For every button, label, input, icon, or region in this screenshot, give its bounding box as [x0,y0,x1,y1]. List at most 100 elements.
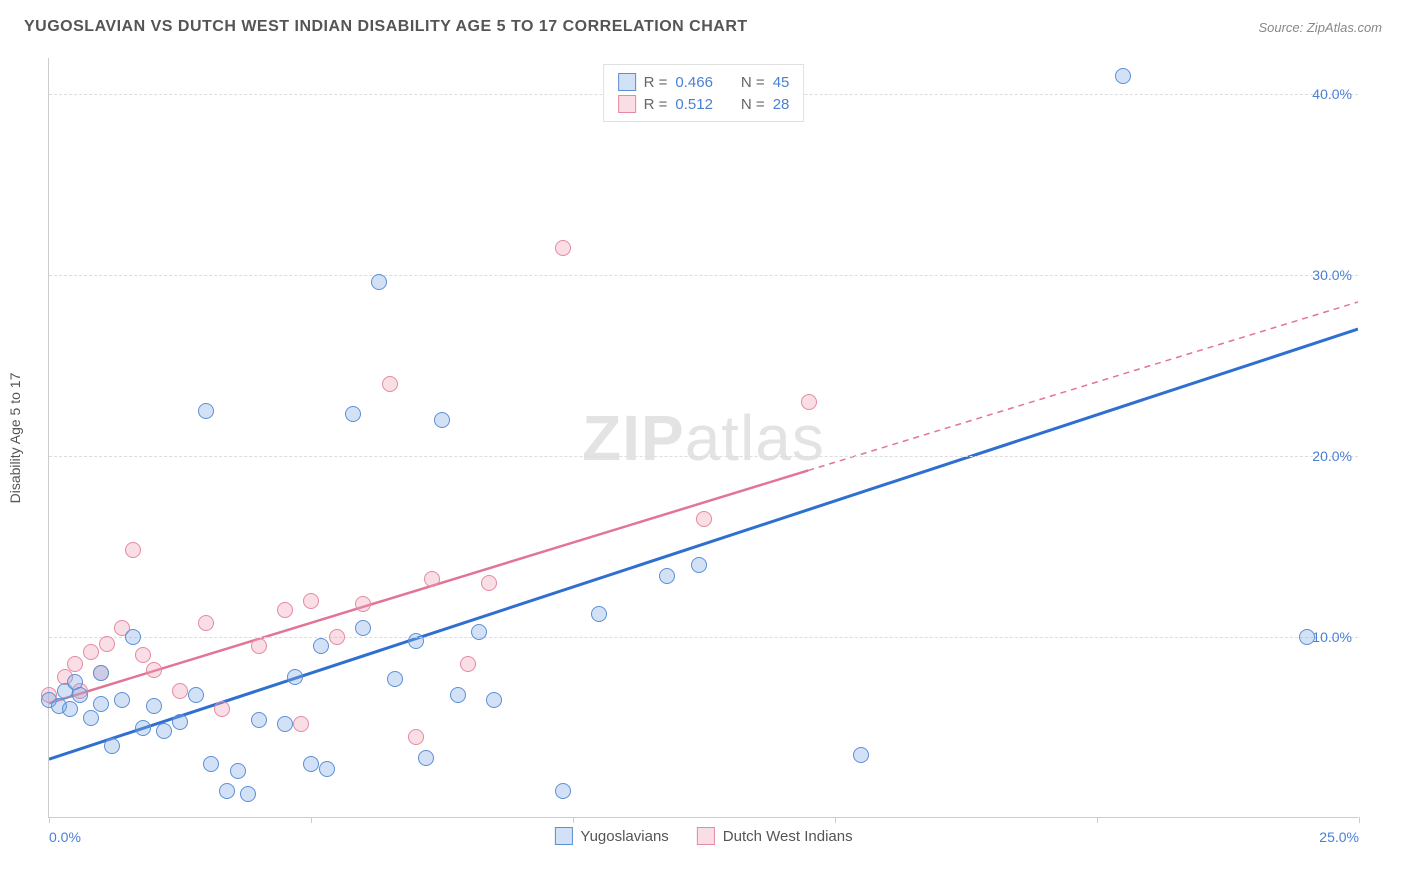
data-point-blue [287,669,303,685]
data-point-pink [696,511,712,527]
x-tick-label: 0.0% [49,829,81,845]
data-point-blue [319,761,335,777]
data-point-blue [303,756,319,772]
data-point-pink [172,683,188,699]
legend-swatch-pink [697,827,715,845]
data-point-pink [277,602,293,618]
y-tick-label: 40.0% [1312,86,1352,102]
data-point-blue [555,783,571,799]
legend-r-blue: 0.466 [675,74,713,91]
data-point-pink [801,394,817,410]
x-tick-mark [573,817,574,823]
legend-label-pink: Dutch West Indians [723,828,853,845]
data-point-pink [198,615,214,631]
gridline [49,275,1358,276]
data-point-pink [146,662,162,678]
data-point-blue [408,633,424,649]
data-point-blue [691,557,707,573]
data-point-blue [135,720,151,736]
data-point-blue [104,738,120,754]
trend-lines [49,58,1358,817]
data-point-blue [251,712,267,728]
data-point-blue [345,406,361,422]
data-point-pink [424,571,440,587]
legend-swatch-blue [618,73,636,91]
legend-label-blue: Yugoslavians [580,828,668,845]
x-tick-mark [835,817,836,823]
data-point-blue [1299,629,1315,645]
data-point-blue [450,687,466,703]
legend-swatch-blue [554,827,572,845]
data-point-blue [387,671,403,687]
x-tick-mark [1359,817,1360,823]
data-point-pink [67,656,83,672]
legend-swatch-pink [618,95,636,113]
data-point-pink [460,656,476,672]
watermark-bold: ZIP [582,402,685,474]
data-point-pink [408,729,424,745]
legend-item-blue: Yugoslavians [554,827,668,845]
data-point-blue [93,665,109,681]
data-point-blue [146,698,162,714]
data-point-pink [251,638,267,654]
data-point-blue [418,750,434,766]
chart-container: YUGOSLAVIAN VS DUTCH WEST INDIAN DISABIL… [0,0,1406,892]
data-point-blue [434,412,450,428]
gridline [49,456,1358,457]
watermark-light: atlas [685,402,825,474]
x-tick-mark [311,817,312,823]
legend-n-label: N = [741,74,765,91]
data-point-pink [214,701,230,717]
legend-stats: R = 0.466 N = 45 R = 0.512 N = 28 [603,64,805,122]
y-tick-label: 20.0% [1312,448,1352,464]
x-tick-mark [49,817,50,823]
data-point-pink [481,575,497,591]
data-point-pink [135,647,151,663]
data-point-blue [853,747,869,763]
data-point-blue [172,714,188,730]
legend-r-pink: 0.512 [675,96,713,113]
data-point-blue [125,629,141,645]
data-point-blue [659,568,675,584]
data-point-pink [329,629,345,645]
data-point-blue [72,687,88,703]
legend-n-pink: 28 [773,96,790,113]
legend-n-label: N = [741,96,765,113]
data-point-blue [114,692,130,708]
data-point-blue [230,763,246,779]
legend-series: Yugoslavians Dutch West Indians [554,827,852,845]
legend-stats-row-blue: R = 0.466 N = 45 [618,71,790,93]
y-axis-label: Disability Age 5 to 17 [7,372,23,503]
watermark: ZIPatlas [582,401,825,475]
chart-title: YUGOSLAVIAN VS DUTCH WEST INDIAN DISABIL… [24,18,748,36]
data-point-pink [382,376,398,392]
y-tick-label: 10.0% [1312,629,1352,645]
data-point-pink [303,593,319,609]
y-tick-label: 30.0% [1312,267,1352,283]
data-point-blue [219,783,235,799]
plot-area: Disability Age 5 to 17 ZIPatlas R = 0.46… [48,58,1358,818]
data-point-blue [471,624,487,640]
data-point-blue [62,701,78,717]
data-point-blue [591,606,607,622]
data-point-pink [555,240,571,256]
data-point-blue [188,687,204,703]
data-point-blue [486,692,502,708]
data-point-blue [313,638,329,654]
legend-n-blue: 45 [773,74,790,91]
legend-item-pink: Dutch West Indians [697,827,853,845]
data-point-blue [156,723,172,739]
data-point-blue [203,756,219,772]
title-row: YUGOSLAVIAN VS DUTCH WEST INDIAN DISABIL… [24,18,1382,36]
data-point-blue [355,620,371,636]
x-tick-label: 25.0% [1319,829,1359,845]
data-point-blue [198,403,214,419]
data-point-pink [355,596,371,612]
data-point-pink [293,716,309,732]
data-point-blue [371,274,387,290]
data-point-blue [93,696,109,712]
x-tick-mark [1097,817,1098,823]
data-point-blue [277,716,293,732]
data-point-blue [1115,68,1131,84]
data-point-pink [99,636,115,652]
